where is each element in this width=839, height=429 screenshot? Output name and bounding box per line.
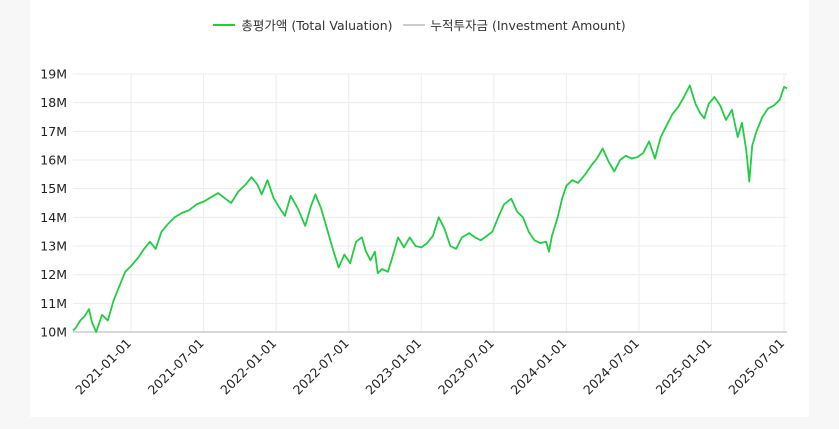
series-layer <box>72 84 788 333</box>
y-tick-label: 18M <box>40 95 67 110</box>
legend-swatch-investment-amount <box>402 23 425 26</box>
x-tick-label: 2025-07-01 <box>725 336 787 398</box>
y-tick-label: 13M <box>40 239 67 254</box>
legend-label-total-valuation: 총평가액 (Total Valuation) <box>241 18 393 33</box>
x-tick-label: 2023-01-01 <box>362 336 424 398</box>
x-tick-label: 2022-07-01 <box>290 336 352 398</box>
grid <box>73 73 787 333</box>
legend: 총평가액 (Total Valuation) 누적투자금 (Investment… <box>0 15 839 34</box>
y-tick-label: 19M <box>40 67 67 82</box>
legend-item-investment-amount[interactable]: 누적투자금 (Investment Amount) <box>402 15 626 34</box>
chart-card <box>30 0 809 417</box>
y-tick-label: 10M <box>40 325 67 340</box>
y-tick-label: 15M <box>40 181 67 196</box>
x-tick-label: 2025-01-01 <box>653 336 715 398</box>
y-tick-label: 17M <box>40 124 67 139</box>
x-tick-label: 2021-07-01 <box>145 336 207 398</box>
legend-item-total-valuation[interactable]: 총평가액 (Total Valuation) <box>213 15 393 34</box>
x-tick-label: 2023-07-01 <box>435 336 497 398</box>
series-line-total-valuation <box>72 84 788 333</box>
x-axis: 2021-01-01 2021-07-01 2022-01-01 2022-07-01… <box>72 336 787 398</box>
x-tick-label: 2024-07-01 <box>580 336 642 398</box>
x-tick-label: 2022-01-01 <box>217 336 279 398</box>
legend-swatch-total-valuation <box>213 23 236 26</box>
legend-label-investment-amount: 누적투자금 (Investment Amount) <box>430 18 626 33</box>
y-tick-label: 14M <box>40 210 67 225</box>
y-axis: 10M 11M 12M 13M 14M 15M 16M 17M 18M 19M <box>40 67 67 340</box>
y-tick-label: 12M <box>40 267 67 282</box>
x-tick-label: 2021-01-01 <box>72 336 134 398</box>
y-tick-label: 11M <box>40 296 67 311</box>
y-tick-label: 16M <box>40 153 67 168</box>
x-tick-label: 2024-01-01 <box>508 336 570 398</box>
